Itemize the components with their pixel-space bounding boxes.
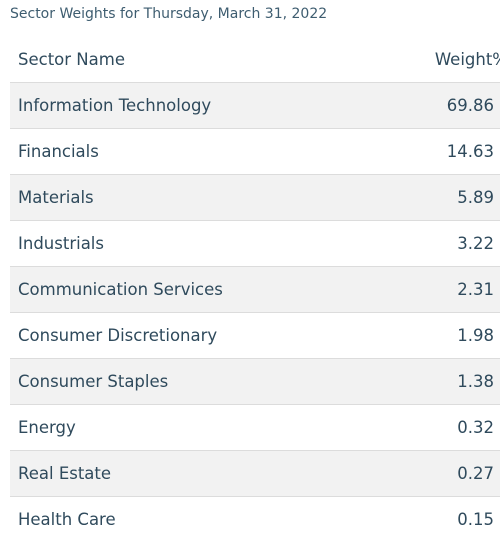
weight-cell: 3.22 [408, 221, 500, 267]
table-header-row: Sector Name Weight% [10, 37, 500, 83]
weight-cell: 5.89 [408, 175, 500, 221]
weight-cell: 0.27 [408, 451, 500, 497]
weight-cell: 14.63 [408, 129, 500, 175]
sector-name-cell: Industrials [10, 221, 408, 267]
sector-name-cell: Materials [10, 175, 408, 221]
table-row: Financials 14.63 [10, 129, 500, 175]
sector-name-cell: Consumer Discretionary [10, 313, 408, 359]
weight-cell: 2.31 [408, 267, 500, 313]
sector-name-cell: Real Estate [10, 451, 408, 497]
header-weight: Weight% [408, 37, 500, 83]
sector-name-cell: Information Technology [10, 83, 408, 129]
sector-weights-table: Sector Name Weight% Information Technolo… [10, 37, 500, 542]
table-row: Communication Services 2.31 [10, 267, 500, 313]
table-row: Consumer Discretionary 1.98 [10, 313, 500, 359]
weight-cell: 0.15 [408, 497, 500, 542]
table-row: Industrials 3.22 [10, 221, 500, 267]
table-row: Energy 0.32 [10, 405, 500, 451]
table-row: Health Care 0.15 [10, 497, 500, 542]
sector-name-cell: Financials [10, 129, 408, 175]
sector-name-cell: Energy [10, 405, 408, 451]
table-caption: Sector Weights for Thursday, March 31, 2… [10, 6, 327, 22]
weight-cell: 1.38 [408, 359, 500, 405]
sector-name-cell: Health Care [10, 497, 408, 542]
weight-cell: 69.86 [408, 83, 500, 129]
table-row: Materials 5.89 [10, 175, 500, 221]
table-row: Consumer Staples 1.38 [10, 359, 500, 405]
table-row: Real Estate 0.27 [10, 451, 500, 497]
weight-cell: 1.98 [408, 313, 500, 359]
header-sector-name: Sector Name [10, 37, 408, 83]
sector-name-cell: Consumer Staples [10, 359, 408, 405]
sector-name-cell: Communication Services [10, 267, 408, 313]
table-row: Information Technology 69.86 [10, 83, 500, 129]
weight-cell: 0.32 [408, 405, 500, 451]
